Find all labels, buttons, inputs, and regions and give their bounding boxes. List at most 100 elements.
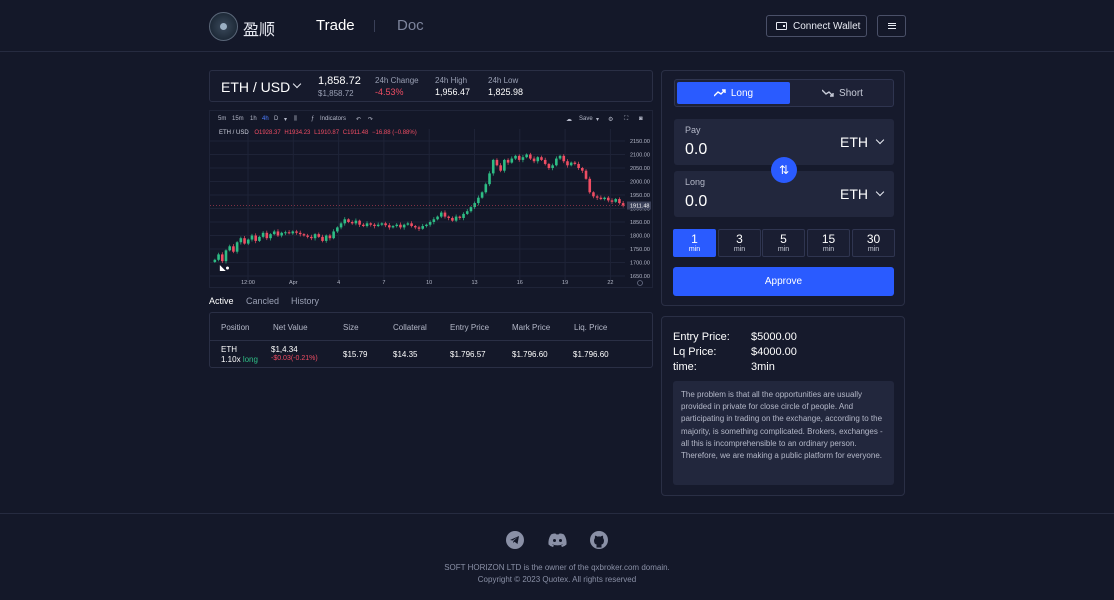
long-token-selector[interactable]: ETH bbox=[840, 186, 868, 202]
candle-body bbox=[298, 232, 302, 235]
wallet-icon bbox=[776, 22, 787, 30]
tab-history[interactable]: History bbox=[291, 296, 320, 306]
pay-token-selector[interactable]: ETH bbox=[840, 134, 868, 150]
telegram-icon[interactable] bbox=[506, 531, 524, 549]
candle-body bbox=[584, 170, 588, 179]
interval-5m[interactable]: 5m bbox=[218, 116, 227, 122]
x-tick-label: 10 bbox=[426, 280, 432, 286]
candle-body bbox=[469, 207, 473, 212]
low-value: 1,825.98 bbox=[488, 87, 524, 97]
interval-1h[interactable]: 1h bbox=[250, 116, 257, 122]
duration-unit: min bbox=[688, 246, 701, 253]
candle-body bbox=[328, 235, 332, 239]
candle-body bbox=[354, 220, 358, 224]
header-net-value: Net Value bbox=[273, 323, 308, 332]
save-dropdown-icon[interactable]: ▾ bbox=[596, 117, 600, 123]
short-button[interactable]: Short bbox=[792, 82, 893, 104]
x-tick-label: Apr bbox=[289, 280, 298, 286]
pair-selector[interactable]: ETH / USD bbox=[221, 79, 291, 95]
time-value: 3min bbox=[751, 361, 775, 373]
interval-4h[interactable]: 4h bbox=[262, 116, 269, 122]
menu-button[interactable] bbox=[877, 15, 906, 37]
ohlc-legend: ETH / USD O1928.37 H1934.23 L1910.87 C19… bbox=[219, 130, 417, 136]
x-tick-label: 12:00 bbox=[241, 280, 255, 286]
candle-body bbox=[488, 173, 491, 185]
candle-body bbox=[224, 250, 228, 262]
duration-30-min[interactable]: 30 min bbox=[852, 229, 895, 257]
candle-body bbox=[462, 213, 465, 218]
github-icon[interactable] bbox=[590, 531, 608, 549]
price-chart[interactable]: 2150.002100.002050.002000.001950.001900.… bbox=[209, 110, 653, 288]
redo-icon[interactable]: ↷ bbox=[368, 117, 374, 123]
tab-active[interactable]: Active bbox=[209, 296, 234, 306]
approve-button[interactable]: Approve bbox=[673, 267, 894, 296]
candle-body bbox=[421, 226, 425, 229]
long-button[interactable]: Long bbox=[677, 82, 790, 104]
chevron-down-icon[interactable] bbox=[292, 79, 302, 89]
candle-body bbox=[417, 227, 421, 229]
chevron-down-icon[interactable] bbox=[875, 187, 885, 197]
header: 盈顺 Trade Doc Connect Wallet bbox=[0, 0, 1114, 52]
ohlc-high: H1934.23 bbox=[284, 130, 311, 136]
header-mark-price: Mark Price bbox=[512, 323, 551, 332]
side-toggle: Long Short bbox=[674, 79, 894, 107]
high-value: 1,956.47 bbox=[435, 87, 471, 97]
candle-body bbox=[380, 223, 384, 225]
duration-5-min[interactable]: 5 min bbox=[762, 229, 805, 257]
candle-body bbox=[506, 159, 510, 163]
y-tick-label: 1850.00 bbox=[630, 220, 650, 226]
candle-body bbox=[324, 235, 328, 241]
candle-body bbox=[399, 224, 402, 228]
save-button[interactable]: Save bbox=[579, 116, 593, 122]
chevron-down-icon[interactable] bbox=[875, 135, 885, 145]
interval-dropdown-icon[interactable]: ▾ bbox=[284, 117, 288, 123]
candle-body bbox=[261, 232, 265, 237]
candle-body bbox=[388, 225, 391, 228]
chart-type-icon[interactable]: ⫼ bbox=[294, 116, 297, 122]
high-label: 24h High bbox=[435, 76, 468, 85]
candle-body bbox=[610, 200, 614, 202]
candle-body bbox=[439, 212, 443, 217]
nav-doc[interactable]: Doc bbox=[397, 17, 424, 34]
candle-body bbox=[384, 223, 387, 226]
candle-body bbox=[295, 231, 298, 233]
candle-body bbox=[447, 216, 450, 218]
interval-d[interactable]: D bbox=[274, 116, 279, 122]
discord-icon[interactable] bbox=[548, 531, 567, 549]
candle-body bbox=[358, 220, 361, 225]
candle-body bbox=[514, 155, 517, 159]
candle-body bbox=[376, 224, 380, 227]
info-panel: Entry Price: $5000.00 Lq Price: $4000.00… bbox=[661, 316, 905, 496]
undo-icon[interactable]: ↶ bbox=[356, 117, 362, 123]
duration-15-min[interactable]: 15 min bbox=[807, 229, 850, 257]
duration-3-min[interactable]: 3 min bbox=[718, 229, 761, 257]
logo[interactable] bbox=[209, 12, 238, 41]
candle-body bbox=[621, 203, 625, 206]
duration-1-min[interactable]: 1 min bbox=[673, 229, 716, 257]
fullscreen-icon[interactable]: ⛶ bbox=[624, 116, 629, 122]
pay-input[interactable]: 0.0 bbox=[685, 141, 708, 158]
hamburger-icon bbox=[887, 23, 896, 29]
candle-body bbox=[339, 223, 343, 228]
header-size: Size bbox=[343, 323, 359, 332]
nav-trade[interactable]: Trade bbox=[316, 17, 355, 34]
swap-button[interactable]: ⇅ bbox=[771, 157, 797, 183]
indicators-icon[interactable]: ƒ bbox=[311, 116, 315, 122]
interval-15m[interactable]: 15m bbox=[232, 116, 244, 122]
indicators-button[interactable]: Indicators bbox=[320, 116, 347, 122]
camera-icon[interactable]: ◙ bbox=[639, 116, 643, 122]
pay-field[interactable]: Pay 0.0 ETH bbox=[674, 119, 894, 165]
tab-canceled[interactable]: Cancled bbox=[246, 296, 280, 306]
candle-body bbox=[243, 238, 246, 244]
candlestick-chart[interactable]: 2150.002100.002050.002000.001950.001900.… bbox=[210, 111, 654, 289]
candle-body bbox=[265, 232, 269, 239]
long-input[interactable]: 0.0 bbox=[685, 193, 708, 210]
candle-body bbox=[562, 155, 566, 162]
y-tick-label: 2100.00 bbox=[630, 153, 650, 159]
connect-wallet-button[interactable]: Connect Wallet bbox=[766, 15, 867, 37]
candle-body bbox=[547, 163, 551, 168]
candle-body bbox=[558, 155, 562, 159]
candle-body bbox=[284, 232, 287, 234]
candle-body bbox=[217, 254, 220, 260]
settings-icon[interactable]: ⚙ bbox=[608, 117, 614, 123]
